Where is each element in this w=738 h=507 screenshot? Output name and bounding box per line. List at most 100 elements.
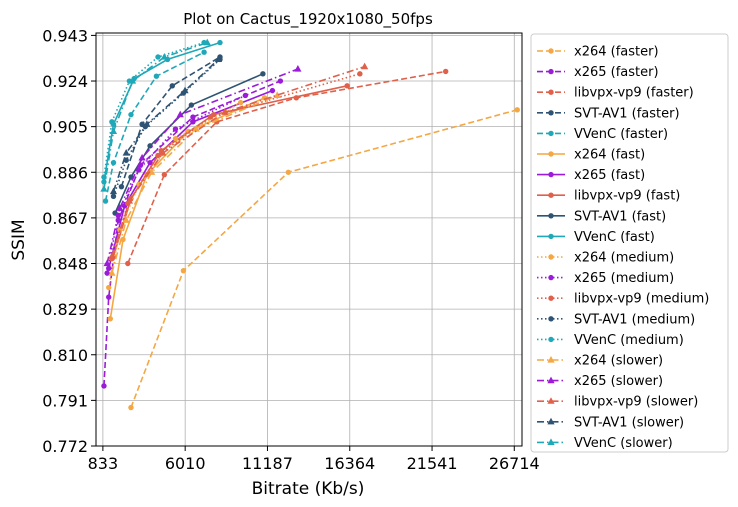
data-point xyxy=(148,168,156,175)
legend-item: SVT-AV1 (fast) xyxy=(537,209,666,224)
y-tick-label: 0.791 xyxy=(42,391,88,410)
data-point xyxy=(514,107,520,113)
data-point xyxy=(106,284,112,291)
data-point xyxy=(548,89,554,95)
data-point xyxy=(207,114,214,120)
data-point xyxy=(118,183,125,190)
data-point xyxy=(159,149,167,156)
data-point xyxy=(138,153,146,161)
series-x265-slower xyxy=(103,65,302,267)
legend: x264 (faster) x265 (faster) libvpx-vp9 (fa… xyxy=(530,33,729,453)
legend-label: x265 (slower) xyxy=(574,374,663,389)
series-svt-av1-slower xyxy=(109,55,222,195)
legend-label: x264 (medium) xyxy=(574,251,674,266)
data-point xyxy=(169,83,175,89)
x-axis-label: Bitrate (Kb/s) xyxy=(252,479,365,499)
data-point xyxy=(101,179,107,185)
legend-label: libvpx-vp9 (medium) xyxy=(574,292,709,307)
legend-item: VVenC (medium) xyxy=(537,333,684,348)
data-point xyxy=(128,111,134,118)
data-point xyxy=(548,48,554,54)
legend-label: x264 (fast) xyxy=(574,148,645,163)
legend-label: libvpx-vp9 (fast) xyxy=(574,189,680,204)
data-point xyxy=(273,91,281,99)
legend-label: x265 (fast) xyxy=(574,168,645,183)
data-point xyxy=(547,438,555,445)
data-point xyxy=(190,114,196,120)
legend-label: libvpx-vp9 (slower) xyxy=(574,395,698,410)
y-tick-label: 0.867 xyxy=(42,209,88,228)
data-point xyxy=(221,108,229,115)
series-x264-faster xyxy=(128,107,520,411)
legend-label: VVenC (faster) xyxy=(574,127,668,142)
data-point xyxy=(160,53,168,60)
data-point xyxy=(269,87,276,94)
data-point xyxy=(294,65,302,72)
data-point xyxy=(101,383,107,389)
legend-frame xyxy=(530,33,729,453)
data-point xyxy=(110,193,117,199)
x-tick-label: 26714 xyxy=(489,454,540,473)
series-layer xyxy=(100,38,520,411)
data-point xyxy=(107,316,114,322)
data-point xyxy=(548,192,554,198)
legend-label: libvpx-vp9 (faster) xyxy=(574,86,694,101)
legend-label: x264 (faster) xyxy=(574,45,659,60)
data-point xyxy=(103,259,111,267)
x-tick-label: 21541 xyxy=(407,454,458,473)
data-point xyxy=(547,417,555,425)
data-point xyxy=(147,143,153,149)
data-point xyxy=(102,198,109,204)
data-point xyxy=(548,110,554,116)
legend-item: x264 (medium) xyxy=(537,251,674,266)
legend-item: SVT-AV1 (slower) xyxy=(537,415,684,430)
legend-item: x264 (faster) xyxy=(537,45,659,60)
legend-label: SVT-AV1 (medium) xyxy=(574,312,695,327)
legend-item: x264 (fast) xyxy=(537,148,645,163)
data-point xyxy=(110,159,117,166)
data-point xyxy=(548,295,554,301)
data-point xyxy=(120,236,126,243)
data-point xyxy=(109,119,115,125)
grid xyxy=(96,33,522,447)
data-point xyxy=(217,39,223,46)
data-point xyxy=(361,62,369,70)
y-tick-label: 0.810 xyxy=(42,346,88,365)
legend-item: x265 (medium) xyxy=(537,271,674,286)
legend-label: x265 (faster) xyxy=(574,65,659,80)
data-point xyxy=(443,68,449,75)
data-point xyxy=(181,86,189,94)
series-line xyxy=(127,70,446,264)
legend-item: SVT-AV1 (medium) xyxy=(537,312,695,327)
data-point xyxy=(176,110,184,118)
series-x264-medium xyxy=(106,99,244,291)
series-vvenc-faster xyxy=(102,49,207,204)
series-libvpx-vp9-slower xyxy=(108,62,369,259)
data-point xyxy=(260,71,266,77)
legend-item: x264 (slower) xyxy=(537,354,663,369)
legend-item: x265 (faster) xyxy=(537,65,659,80)
data-point xyxy=(203,38,211,46)
y-tick-label: 0.772 xyxy=(42,437,88,456)
data-point xyxy=(180,268,187,274)
data-point xyxy=(548,68,554,75)
data-point xyxy=(125,197,133,204)
series-x264-slower xyxy=(108,91,281,276)
data-point xyxy=(136,167,142,173)
series-line xyxy=(103,80,281,387)
legend-label: VVenC (medium) xyxy=(574,333,684,348)
x-tick-label: 11187 xyxy=(242,454,293,473)
data-point xyxy=(192,125,200,132)
data-point xyxy=(547,356,555,363)
chart-title: Plot on Cactus_1920x1080_50fps xyxy=(183,10,433,29)
y-tick-label: 0.943 xyxy=(42,26,88,45)
data-point xyxy=(548,171,554,178)
data-point xyxy=(100,185,108,192)
legend-item: VVenC (fast) xyxy=(537,230,655,245)
data-point xyxy=(122,216,130,223)
y-tick-label: 0.886 xyxy=(42,163,88,182)
data-point xyxy=(109,187,118,195)
data-point xyxy=(125,260,131,267)
y-tick-label: 0.905 xyxy=(42,118,88,137)
y-tick-label: 0.848 xyxy=(42,255,88,274)
